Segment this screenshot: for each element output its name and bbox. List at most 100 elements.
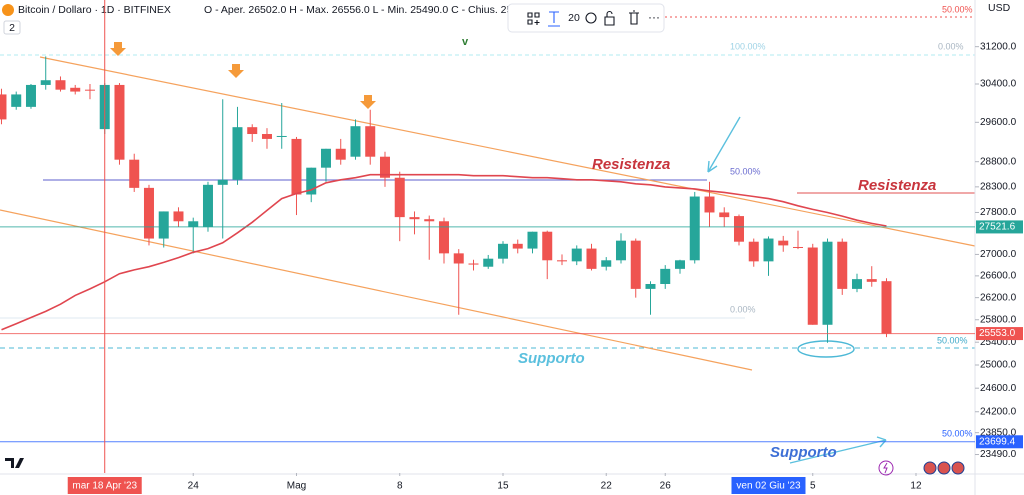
candle-body <box>571 248 582 262</box>
annotation: Supporto <box>518 350 585 367</box>
y-tick-label: 29600.0 <box>980 117 1017 128</box>
candle-body <box>689 196 700 261</box>
settings-icon[interactable] <box>585 12 597 24</box>
candle-body <box>778 240 789 246</box>
delete-icon[interactable] <box>629 10 639 25</box>
candle-body <box>143 187 154 239</box>
price-label: 27521.6 <box>979 222 1016 233</box>
tool-icon[interactable] <box>527 12 540 25</box>
price-label-box <box>976 327 1023 341</box>
candle-body <box>335 148 346 160</box>
annotation: Resistenza <box>858 177 936 194</box>
y-tick-label: 27800.0 <box>980 207 1017 218</box>
x-tick-label: 24 <box>188 481 200 492</box>
candle-body <box>202 184 213 228</box>
arrow-icon <box>110 42 126 56</box>
candle-body <box>438 221 449 254</box>
candle-body <box>217 179 228 185</box>
candle-body <box>276 135 287 137</box>
flag-icon[interactable] <box>951 461 965 475</box>
candle-body <box>483 258 494 267</box>
y-tick-label: 25400.0 <box>980 337 1017 348</box>
y-tick-label: 23850.0 <box>980 427 1017 438</box>
price-label-box <box>976 220 1023 234</box>
candle-body <box>232 127 243 180</box>
y-tick-label: 26200.0 <box>980 292 1017 303</box>
candle-body <box>114 84 125 160</box>
crosshair-label: ven 02 Giu '23 <box>736 481 801 492</box>
y-tick-label: 24200.0 <box>980 406 1017 417</box>
candle-body <box>719 212 730 218</box>
y-tick-label: 26600.0 <box>980 271 1017 282</box>
candle-body <box>453 253 464 264</box>
candle-body <box>70 87 81 92</box>
moving-average <box>1 173 887 331</box>
price-label-box <box>976 435 1023 449</box>
candle-body <box>660 268 671 284</box>
candle-body <box>615 240 626 261</box>
candle-body <box>704 196 715 213</box>
y-tick-label: 28300.0 <box>980 181 1017 192</box>
candle-body <box>512 243 523 249</box>
candle-body <box>468 263 479 265</box>
trend-line <box>0 209 753 371</box>
candle-body <box>291 138 302 195</box>
marker-text: v <box>462 36 469 48</box>
ellipse-drawing <box>797 340 855 358</box>
x-tick-label: 15 <box>497 481 509 492</box>
more-icon[interactable]: ··· <box>648 10 660 24</box>
candle-body <box>792 246 803 248</box>
fib-label: 0.00% <box>730 304 756 314</box>
fib-label: 100.00% <box>730 41 766 51</box>
flag-icon[interactable] <box>937 461 951 475</box>
flag-icon[interactable] <box>923 461 937 475</box>
candle-body <box>424 219 435 222</box>
x-tick-label: 8 <box>397 481 403 492</box>
y-tick-label: 25800.0 <box>980 314 1017 325</box>
fib-label: 50.00% <box>942 428 973 438</box>
candle-body <box>586 248 597 269</box>
fib-label: 0.00% <box>938 41 964 51</box>
coin-icon <box>2 4 14 16</box>
candle-body <box>188 221 199 228</box>
trend-line <box>39 56 976 247</box>
candle-body <box>0 94 7 120</box>
candle-body <box>866 279 877 282</box>
x-tick-label: 5 <box>810 481 816 492</box>
arrow-drawing <box>707 116 741 173</box>
badge[interactable]: 2 <box>9 22 15 34</box>
fib-label: 50.00% <box>730 166 761 176</box>
candle-body <box>837 241 848 289</box>
candle-body <box>409 217 420 220</box>
y-tick-label: 28800.0 <box>980 156 1017 167</box>
logo[interactable] <box>5 458 24 468</box>
y-tick-label: 27000.0 <box>980 249 1017 260</box>
fib-label: 50.00% <box>937 335 968 345</box>
y-tick-label: 24600.0 <box>980 383 1017 394</box>
candle-body <box>394 177 405 218</box>
text-tool-icon[interactable] <box>548 11 560 27</box>
y-tick-label: 23490.0 <box>980 449 1017 460</box>
toolbar-size[interactable]: 20 <box>568 12 580 24</box>
price-label: 23699.4 <box>979 436 1016 447</box>
crosshair-label-box <box>67 477 142 494</box>
candle-body <box>748 241 759 262</box>
candle-body <box>173 211 184 222</box>
currency[interactable]: USD <box>988 2 1011 14</box>
lock-icon[interactable] <box>604 10 615 26</box>
y-tick-label: 30400.0 <box>980 79 1017 90</box>
candle-body <box>807 247 818 325</box>
plot: 31200.0 30400.0 29600.0 28800.0 28300.0 27800… <box>0 41 1017 492</box>
alert-icon[interactable] <box>878 460 894 476</box>
alert-icon[interactable] <box>883 462 888 474</box>
candle-body <box>542 231 553 261</box>
candle-body <box>527 231 538 249</box>
badge-box[interactable] <box>3 20 21 35</box>
x-tick-label: Mag <box>287 481 306 492</box>
candle-body <box>40 80 51 85</box>
arrow-icon <box>228 64 244 78</box>
x-tick-label: 22 <box>601 481 613 492</box>
